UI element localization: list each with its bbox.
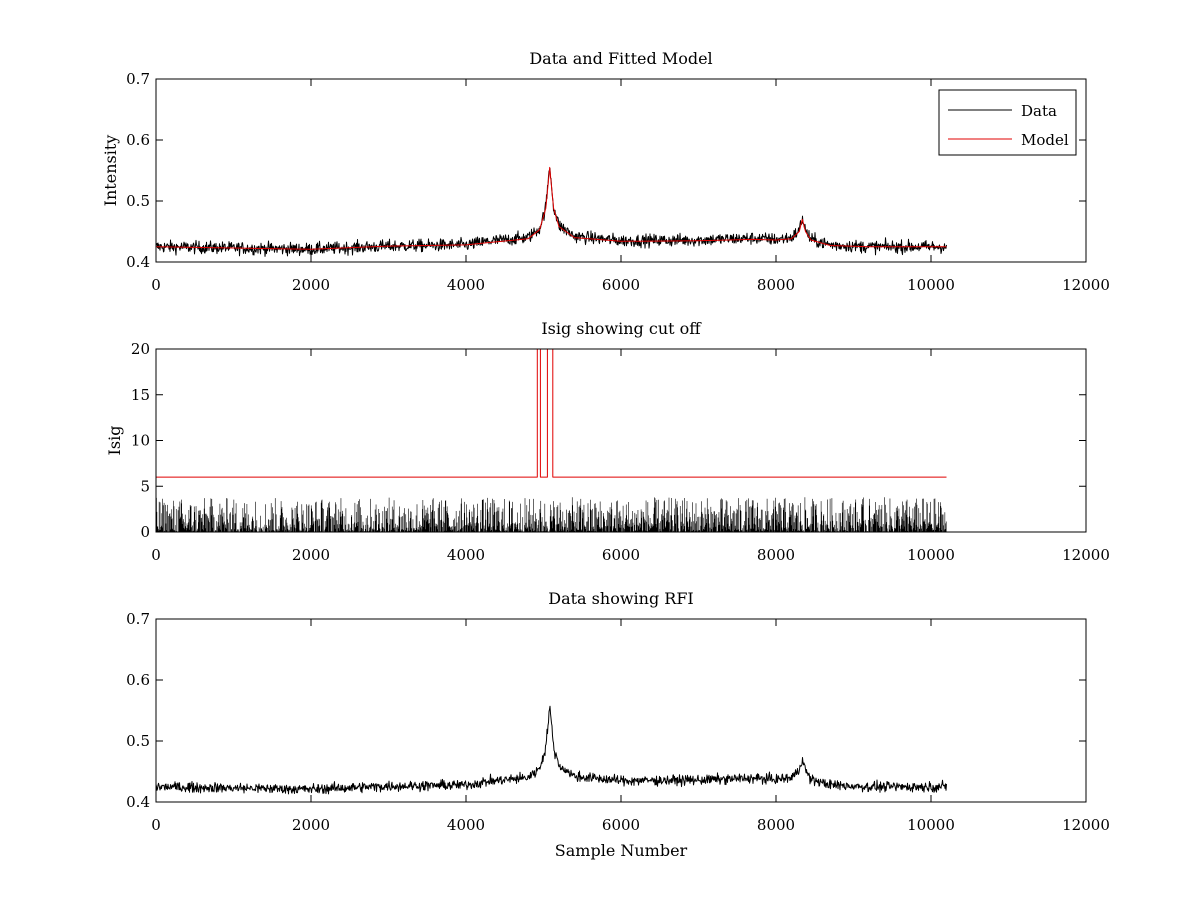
y-tick-label: 0.4 (126, 253, 150, 271)
chart-title: Data and Fitted Model (529, 49, 712, 68)
x-tick-label: 2000 (292, 546, 330, 564)
tick-group: 0 2000 4000 6000 8000 10000 12000 0 5 10 15 20 (131, 340, 1110, 564)
x-tick-label: 10000 (907, 276, 955, 294)
x-tick-label: 12000 (1062, 276, 1110, 294)
legend: Data Model (938, 89, 1077, 156)
x-tick-label: 4000 (447, 276, 485, 294)
legend-box (938, 89, 1077, 156)
y-axis-label: Intensity (101, 135, 120, 207)
series-model (155, 166, 947, 250)
x-tick-label: 6000 (602, 546, 640, 564)
y-tick-label: 0.7 (126, 70, 150, 88)
x-tick-label: 8000 (757, 816, 795, 834)
panel-data-rfi: 0 2000 4000 6000 8000 10000 120000.40.50.60.7 … (126, 589, 1110, 860)
panel-isig-cut-off: 0 2000 4000 6000 8000 10000 12000 0 5 10 15 20 Isig… (105, 319, 1110, 564)
plot-area (156, 619, 1086, 802)
y-tick-label: 0.7 (126, 610, 150, 628)
x-tick-label: 4000 (447, 816, 485, 834)
y-tick-label: 0.6 (126, 131, 150, 149)
x-tick-label: 6000 (602, 276, 640, 294)
y-tick-label: 10 (131, 432, 150, 450)
series-group (155, 166, 947, 257)
x-tick-label: 6000 (602, 816, 640, 834)
y-tick-label: 5 (140, 477, 150, 495)
y-tick-label: 0.4 (126, 793, 150, 811)
legend-label-data: Data (1021, 102, 1057, 120)
plot-area (156, 349, 1086, 532)
x-tick-label: 0 (151, 816, 161, 834)
y-tick-label: 15 (131, 386, 150, 404)
y-tick-label: 0.6 (126, 671, 150, 689)
x-tick-label: 10000 (907, 816, 955, 834)
chart-title: Isig showing cut off (541, 319, 702, 338)
y-tick-label: 0.5 (126, 732, 150, 750)
y-tick-label: 0 (140, 523, 150, 541)
chart-title: Data showing RFI (548, 589, 693, 608)
x-axis-label: Sample Number (555, 841, 688, 860)
x-tick-label: 4000 (447, 546, 485, 564)
y-axis-label: Isig (105, 426, 124, 456)
y-tick-label: 0.5 (126, 192, 150, 210)
series-group (155, 705, 947, 795)
x-tick-label: 12000 (1062, 546, 1110, 564)
x-tick-label: 2000 (292, 816, 330, 834)
x-tick-label: 8000 (757, 546, 795, 564)
series-cut-off (156, 348, 947, 478)
plot-area (156, 79, 1086, 262)
x-tick-label: 2000 (292, 276, 330, 294)
x-tick-label: 0 (151, 276, 161, 294)
tick-group: 0 2000 4000 6000 8000 10000 12000 0.4 0.5 0.6 0.7 (126, 610, 1110, 834)
series-data (155, 705, 947, 795)
panel-data-fitted-model: 0 2000 4000 6000 8000 10000 120000.40.50.60.7 … (101, 49, 1110, 294)
tick-group: 0 2000 4000 6000 8000 10000 12000 0.4 0.5 0.6 0.7 (126, 70, 1110, 294)
x-tick-label: 0 (151, 546, 161, 564)
x-tick-label: 8000 (757, 276, 795, 294)
legend-label-model: Model (1021, 131, 1069, 149)
x-tick-label: 10000 (907, 546, 955, 564)
x-tick-label: 12000 (1062, 816, 1110, 834)
y-tick-label: 20 (131, 340, 150, 358)
